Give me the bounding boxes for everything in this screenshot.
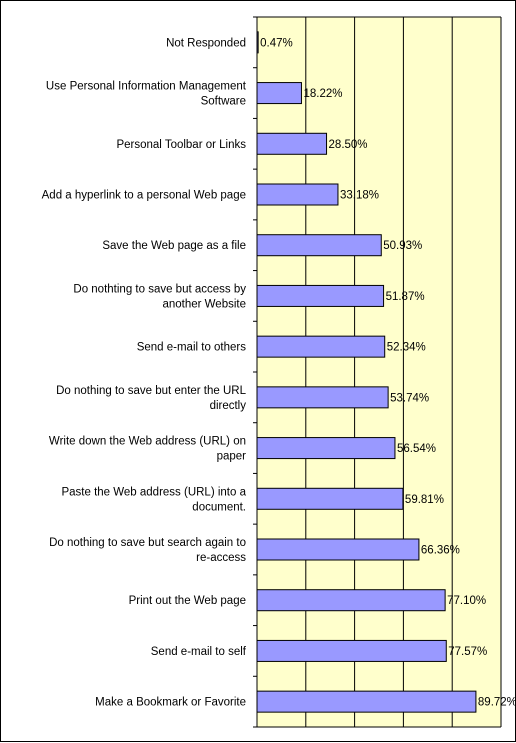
category-label-4-line-0: Save the Web page as a file xyxy=(102,240,246,252)
bar-7 xyxy=(256,386,389,409)
bar-13 xyxy=(256,690,477,713)
category-label-6-line-0: Send e-mail to others xyxy=(137,342,247,354)
category-label-10-line-1: re-access xyxy=(196,552,246,564)
value-label-11: 77.10% xyxy=(447,595,486,607)
bar-11 xyxy=(256,589,446,612)
value-label-9: 59.81% xyxy=(405,494,444,506)
category-label-10-line-0: Do nothing to save but search again to xyxy=(49,537,246,549)
bar-0 xyxy=(256,31,259,54)
value-label-12: 77.57% xyxy=(448,646,487,658)
value-label-13: 89.72% xyxy=(478,697,516,709)
category-label-8-line-1: paper xyxy=(217,451,247,463)
plot-area xyxy=(257,17,501,727)
category-label-1-line-1: Software xyxy=(201,96,246,108)
category-label-7-line-1: directly xyxy=(210,400,247,412)
category-label-3-line-0: Add a hyperlink to a personal Web page xyxy=(42,190,246,202)
value-label-0: 0.47% xyxy=(260,37,293,49)
value-label-7: 53.74% xyxy=(390,392,429,404)
category-label-8-line-0: Write down the Web address (URL) on xyxy=(49,436,246,448)
bar-5 xyxy=(256,284,385,307)
bar-6 xyxy=(256,335,386,358)
bar-9 xyxy=(256,487,404,510)
value-label-4: 50.93% xyxy=(383,240,422,252)
bar-10 xyxy=(256,538,420,561)
category-label-9-line-1: document. xyxy=(192,501,246,513)
value-label-5: 51.87% xyxy=(386,291,425,303)
bar-8 xyxy=(256,437,396,460)
value-label-10: 66.36% xyxy=(421,545,460,557)
value-label-2: 28.50% xyxy=(329,139,368,151)
category-label-11-line-0: Print out the Web page xyxy=(129,595,246,607)
category-label-5-line-1: another Website xyxy=(162,298,246,310)
bar-2 xyxy=(256,132,328,155)
value-label-3: 33.18% xyxy=(340,190,379,202)
category-label-5-line-0: Do nothting to save but access by xyxy=(73,283,246,295)
bar-12 xyxy=(256,639,447,662)
bar-3 xyxy=(256,183,339,206)
category-label-7-line-0: Do nothing to save but enter the URL xyxy=(56,385,246,397)
category-label-0-line-0: Not Responded xyxy=(166,37,246,49)
category-label-2-line-0: Personal Toolbar or Links xyxy=(116,139,246,151)
category-label-9-line-0: Paste the Web address (URL) into a xyxy=(61,486,246,498)
value-label-6: 52.34% xyxy=(387,342,426,354)
category-label-12-line-0: Send e-mail to self xyxy=(151,646,247,658)
value-label-8: 56.54% xyxy=(397,443,436,455)
bar-4 xyxy=(256,234,382,257)
category-label-13-line-0: Make a Bookmark or Favorite xyxy=(95,697,246,709)
value-label-1: 18.22% xyxy=(303,88,342,100)
bar-1 xyxy=(256,82,302,105)
category-label-1-line-0: Use Personal Information Management xyxy=(46,81,247,93)
